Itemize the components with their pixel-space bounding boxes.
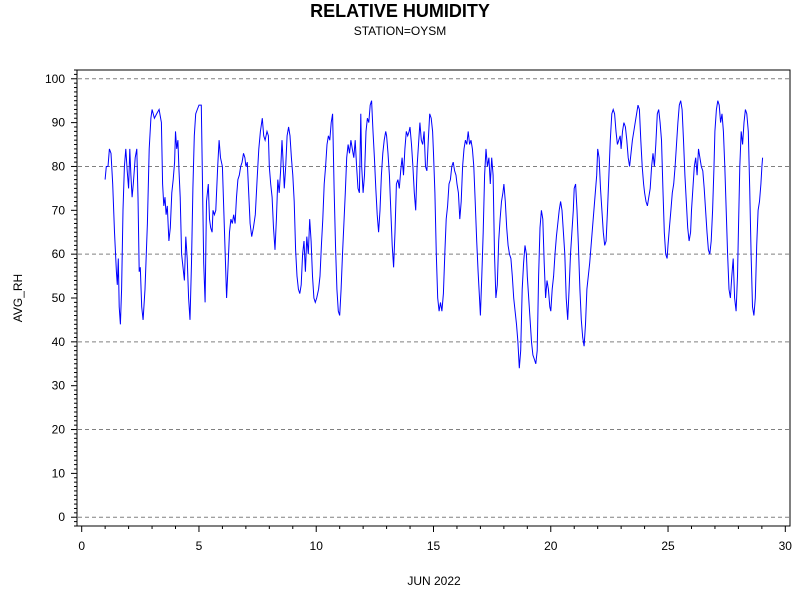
series-line-avg-rh <box>104 100 764 369</box>
x-tick-label-15: 15 <box>427 539 441 553</box>
y-tick-label-80: 80 <box>52 159 66 173</box>
x-axis: 0 5 10 15 20 25 30 <box>78 526 792 553</box>
y-tick-label-70: 70 <box>52 203 66 217</box>
y-tick-label-10: 10 <box>52 466 66 480</box>
x-tick-label-10: 10 <box>310 539 324 553</box>
y-tick-label-30: 30 <box>52 379 66 393</box>
y-axis-label: AVG_RH <box>11 274 25 322</box>
x-tick-label-5: 5 <box>196 539 203 553</box>
y-axis: 0 10 20 30 40 50 60 70 80 90 100 <box>45 69 77 527</box>
x-tick-label-30: 30 <box>779 539 793 553</box>
x-axis-label: JUN 2022 <box>407 574 461 588</box>
y-tick-label-90: 90 <box>52 116 66 130</box>
y-tick-label-50: 50 <box>52 291 66 305</box>
x-tick-label-0: 0 <box>78 539 85 553</box>
x-tick-label-20: 20 <box>544 539 558 553</box>
y-tick-label-0: 0 <box>58 510 65 524</box>
y-tick-label-60: 60 <box>52 247 66 261</box>
x-tick-label-25: 25 <box>661 539 675 553</box>
chart-subtitle: STATION=OYSM <box>353 24 447 38</box>
y-tick-label-100: 100 <box>45 72 65 86</box>
chart-title: RELATIVE HUMIDITY <box>310 1 490 21</box>
y-tick-label-20: 20 <box>52 423 66 437</box>
y-tick-label-40: 40 <box>52 335 66 349</box>
